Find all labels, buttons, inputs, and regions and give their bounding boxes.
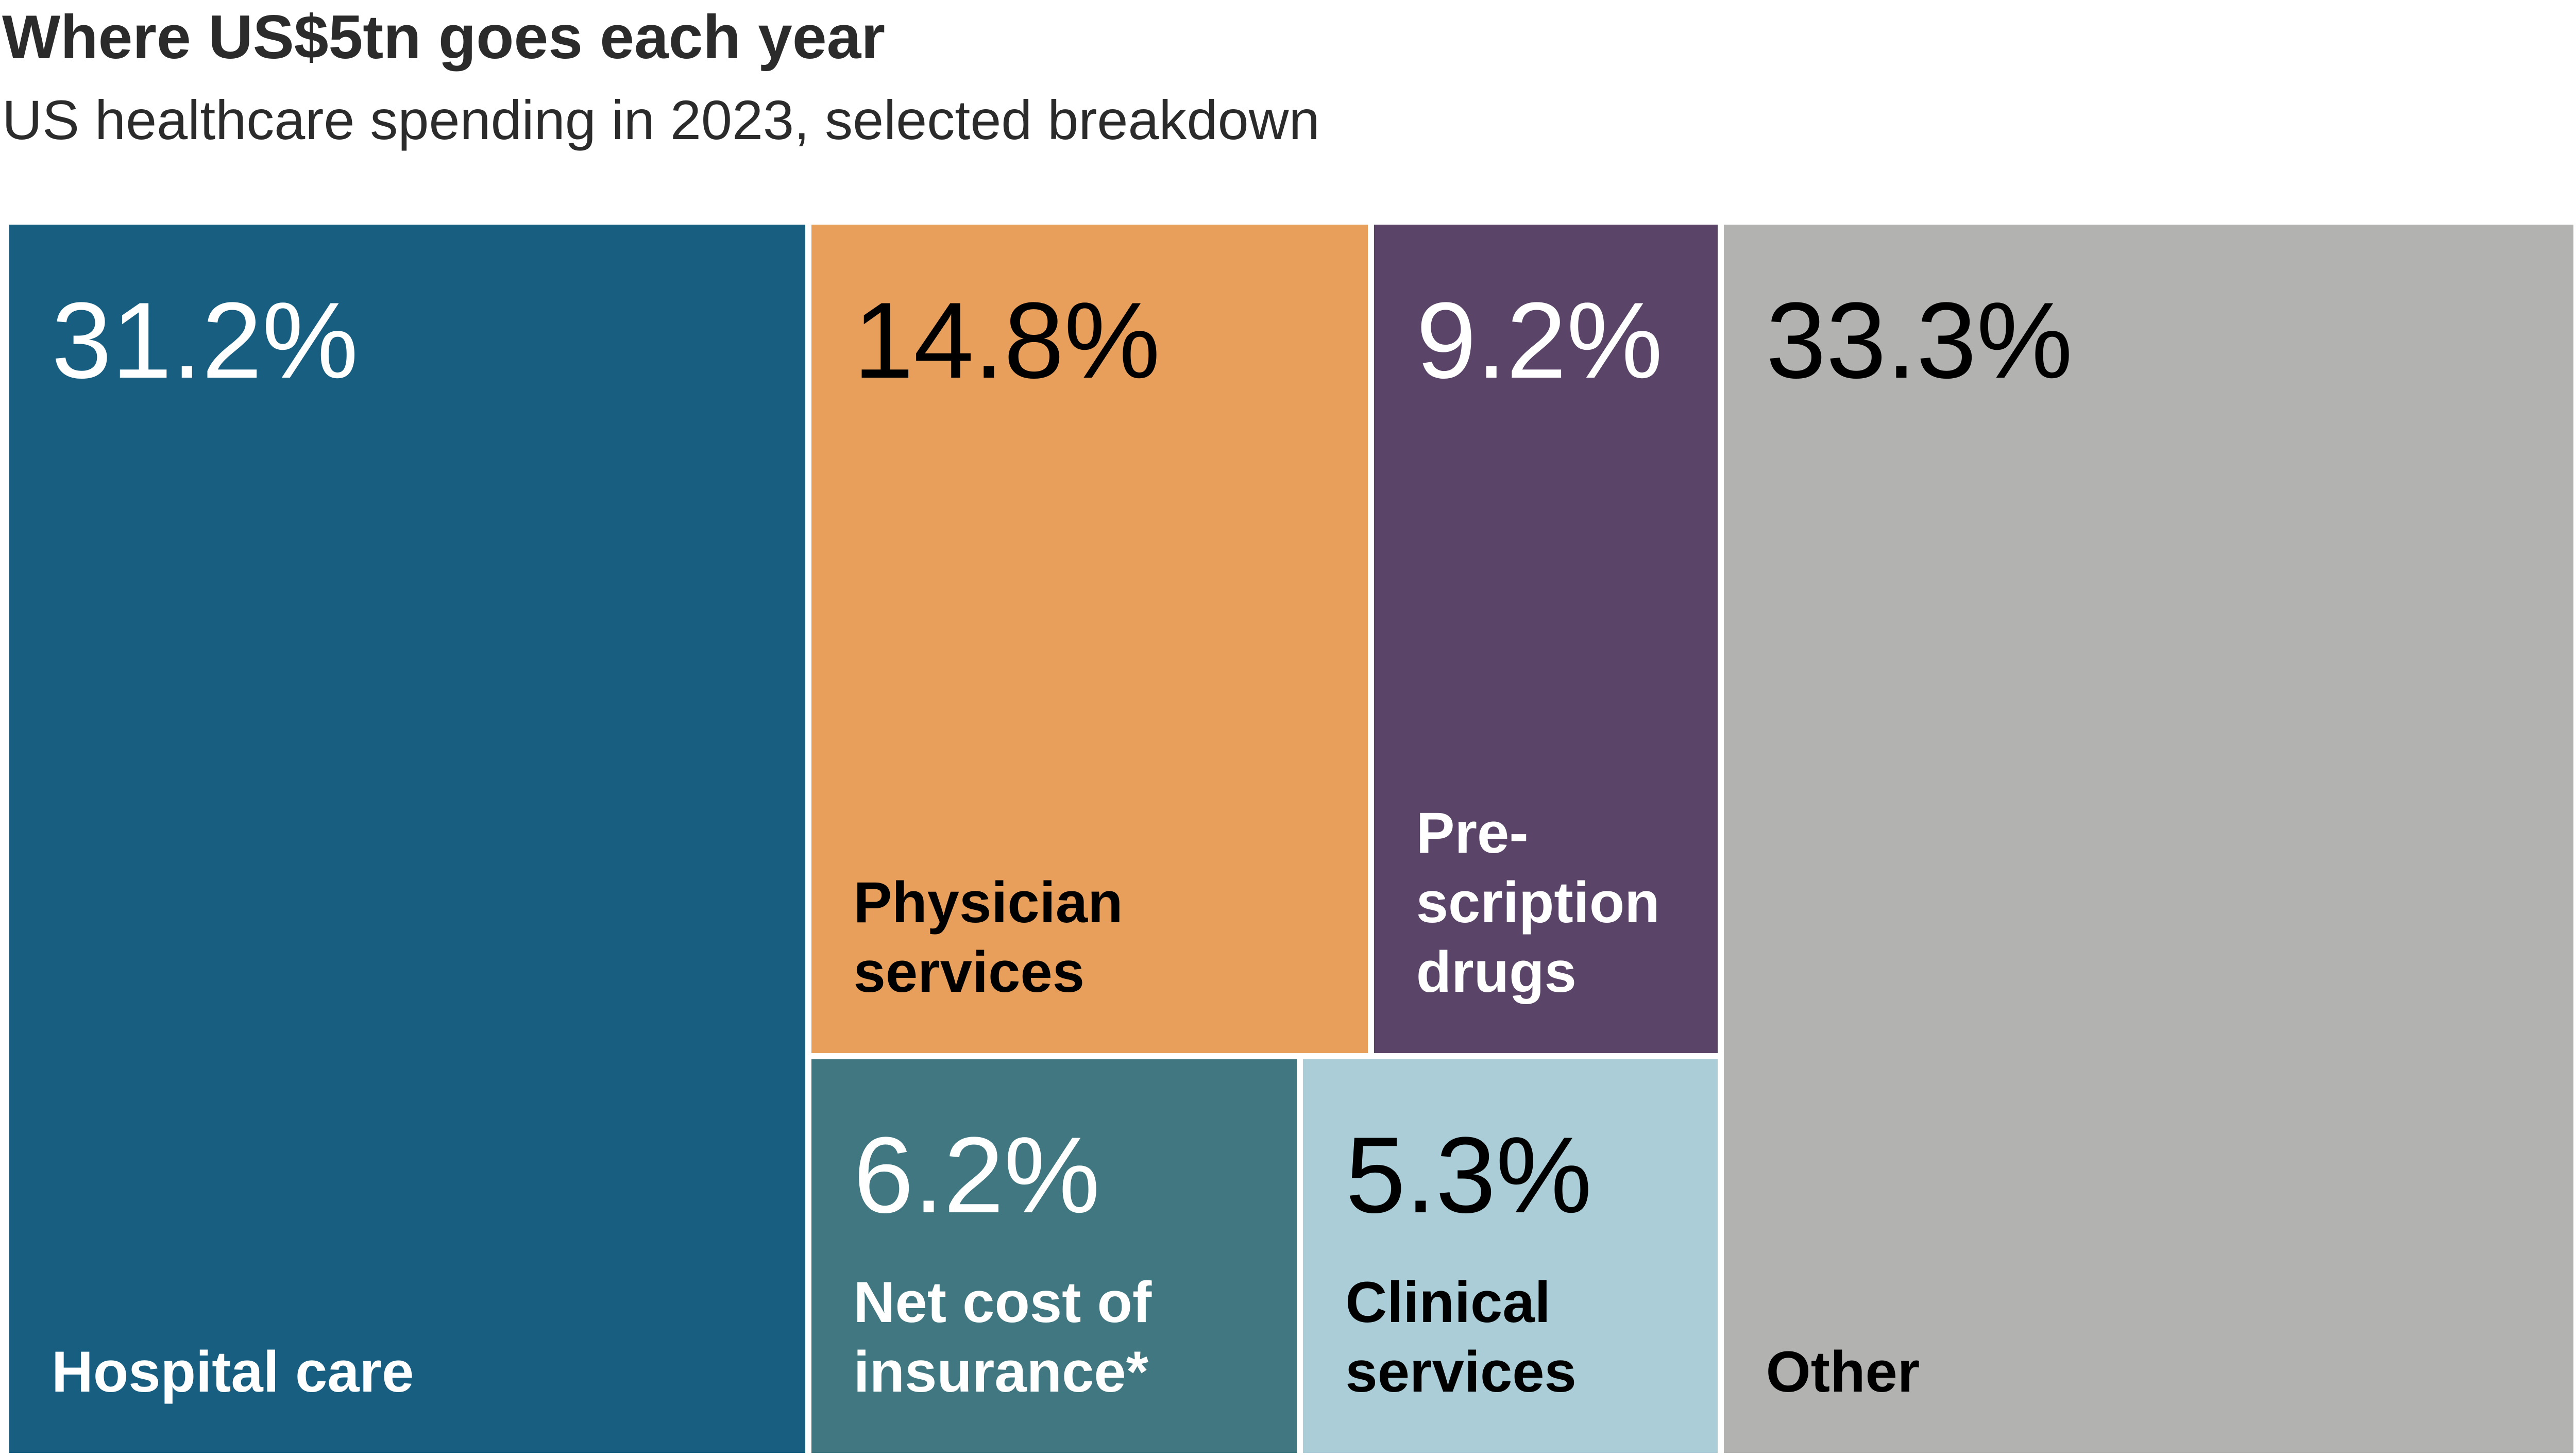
tile-category-label: Hospital care — [52, 1340, 414, 1404]
tile-value-label: 9.2% — [1416, 280, 1663, 401]
tile-category-label: Physician services — [853, 870, 1123, 1004]
tile-category-label: Pre- scription drugs — [1416, 800, 1660, 1004]
tile-value-label: 14.8% — [853, 280, 1161, 401]
treemap-tile-insurance: 6.2% Net cost of insurance* — [808, 1056, 1300, 1456]
chart-subtitle: US healthcare spending in 2023, selected… — [2, 89, 1320, 151]
tile-value-label: 31.2% — [52, 280, 359, 401]
chart-title: Where US$5tn goes each year — [2, 3, 886, 72]
tile-value-label: 5.3% — [1345, 1114, 1592, 1235]
tile-value-label: 6.2% — [853, 1114, 1100, 1235]
treemap-tile-rx: 9.2% Pre- scription drugs — [1370, 222, 1721, 1056]
tile-value-label: 33.3% — [1766, 280, 2073, 401]
treemap-tile-clinical: 5.3% Clinical services — [1300, 1056, 1721, 1456]
treemap-tile-physician: 14.8% Physician services — [808, 222, 1371, 1056]
treemap-tile-other: 33.3% Other — [1720, 222, 2576, 1456]
tile-category-label: Clinical services — [1345, 1269, 1577, 1404]
treemap-tile-hospital: 31.2% Hospital care — [6, 222, 808, 1456]
tile-category-label: Other — [1766, 1340, 1920, 1404]
tile-category-label: Net cost of insurance* — [853, 1269, 1152, 1404]
